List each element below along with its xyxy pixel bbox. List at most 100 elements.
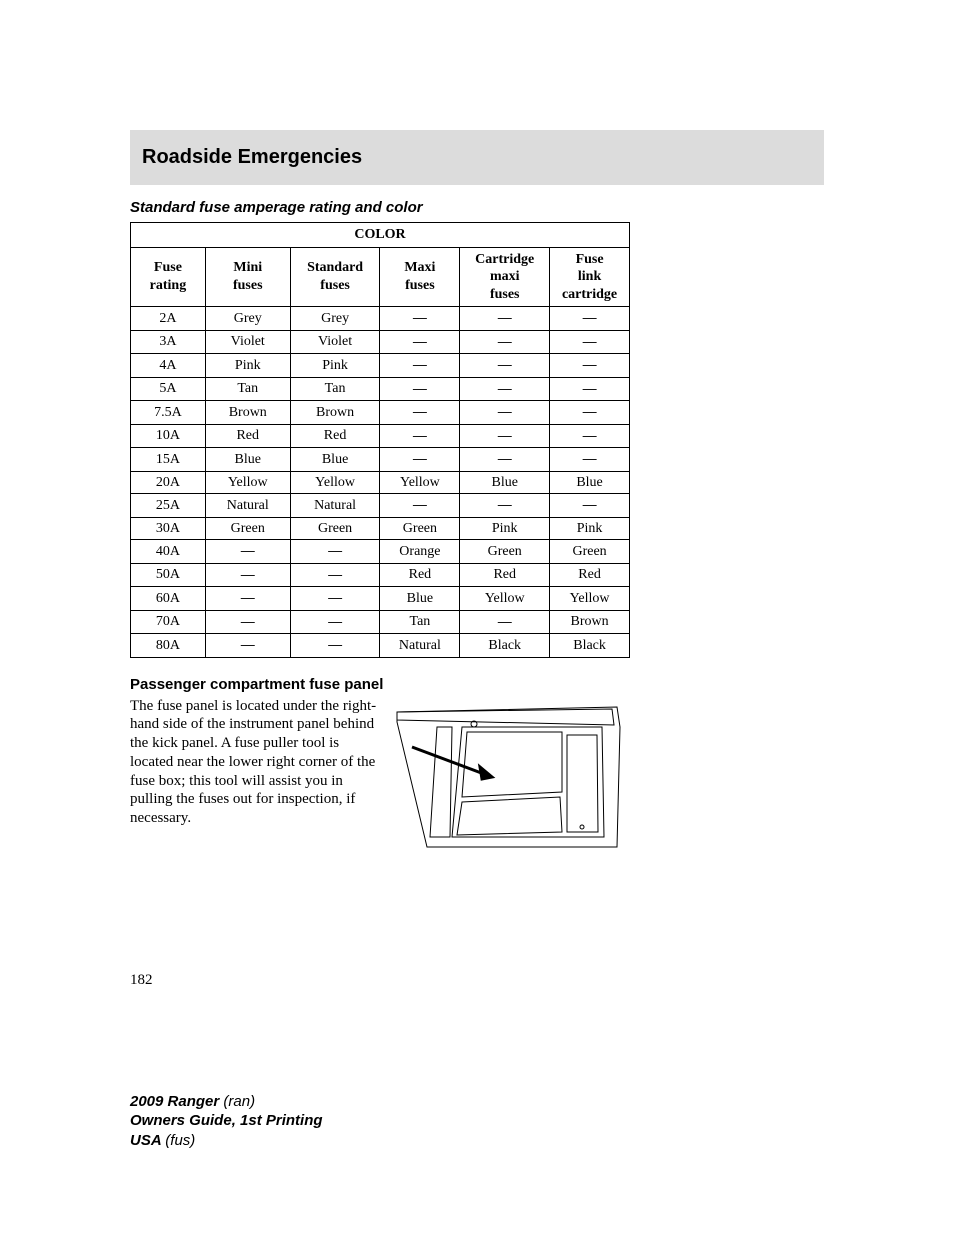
table-cell: — xyxy=(460,354,550,378)
table-row: 30AGreenGreenGreenPinkPink xyxy=(131,517,630,540)
table-cell: — xyxy=(380,401,460,425)
table-title-cell: COLOR xyxy=(131,223,630,248)
table-row: 4APinkPink——— xyxy=(131,354,630,378)
table-cell: Brown xyxy=(550,610,630,634)
table-cell: — xyxy=(205,634,290,658)
table-cell: Tan xyxy=(290,377,380,401)
table-cell: Orange xyxy=(380,540,460,564)
table-row: 50A——RedRedRed xyxy=(131,563,630,587)
table-cell: Brown xyxy=(205,401,290,425)
column-header: Maxifuses xyxy=(380,247,460,307)
table-cell: Yellow xyxy=(205,471,290,494)
table-cell: — xyxy=(205,610,290,634)
table-cell: — xyxy=(550,448,630,472)
table-cell: Brown xyxy=(290,401,380,425)
table-cell: Violet xyxy=(290,330,380,354)
table-cell: Tan xyxy=(380,610,460,634)
table-cell: 30A xyxy=(131,517,206,540)
table-cell: Black xyxy=(460,634,550,658)
table-heading: Standard fuse amperage rating and color xyxy=(130,199,824,216)
section2-body: The fuse panel is located under the righ… xyxy=(130,697,380,828)
table-cell: 4A xyxy=(131,354,206,378)
table-cell: — xyxy=(380,307,460,331)
table-cell: — xyxy=(380,494,460,518)
section-header: Roadside Emergencies xyxy=(130,130,824,185)
table-cell: Red xyxy=(380,563,460,587)
table-cell: — xyxy=(290,610,380,634)
table-cell: Pink xyxy=(205,354,290,378)
table-cell: Pink xyxy=(290,354,380,378)
table-cell: Violet xyxy=(205,330,290,354)
footer: 2009 Ranger (ran) Owners Guide, 1st Prin… xyxy=(130,1092,323,1151)
table-cell: Blue xyxy=(290,448,380,472)
column-header: Cartridgemaxifuses xyxy=(460,247,550,307)
table-cell: 2A xyxy=(131,307,206,331)
table-cell: 80A xyxy=(131,634,206,658)
table-cell: Yellow xyxy=(550,587,630,611)
table-cell: — xyxy=(205,563,290,587)
table-cell: Grey xyxy=(290,307,380,331)
table-cell: 7.5A xyxy=(131,401,206,425)
table-cell: Red xyxy=(550,563,630,587)
table-cell: 15A xyxy=(131,448,206,472)
table-row: 20AYellowYellowYellowBlueBlue xyxy=(131,471,630,494)
footer-model: 2009 Ranger xyxy=(130,1093,223,1110)
table-cell: Pink xyxy=(550,517,630,540)
table-cell: Blue xyxy=(205,448,290,472)
column-header: Fuserating xyxy=(131,247,206,307)
table-cell: — xyxy=(205,587,290,611)
table-row: 80A——NaturalBlackBlack xyxy=(131,634,630,658)
table-cell: — xyxy=(380,448,460,472)
table-cell: Natural xyxy=(380,634,460,658)
column-header: Fuselinkcartridge xyxy=(550,247,630,307)
table-cell: Green xyxy=(460,540,550,564)
table-cell: — xyxy=(460,448,550,472)
table-cell: Red xyxy=(205,424,290,448)
table-cell: Green xyxy=(380,517,460,540)
table-cell: — xyxy=(550,494,630,518)
table-row: 7.5ABrownBrown——— xyxy=(131,401,630,425)
table-cell: Yellow xyxy=(290,471,380,494)
table-cell: 20A xyxy=(131,471,206,494)
table-cell: 60A xyxy=(131,587,206,611)
table-cell: Yellow xyxy=(460,587,550,611)
table-cell: Green xyxy=(550,540,630,564)
table-row: 70A——Tan—Brown xyxy=(131,610,630,634)
table-cell: — xyxy=(460,401,550,425)
footer-guide: Owners Guide, 1st Printing xyxy=(130,1111,323,1131)
table-row: 2AGreyGrey——— xyxy=(131,307,630,331)
table-cell: — xyxy=(550,330,630,354)
table-row: 15ABlueBlue——— xyxy=(131,448,630,472)
table-cell: — xyxy=(290,634,380,658)
column-header: Standardfuses xyxy=(290,247,380,307)
table-cell: — xyxy=(550,307,630,331)
table-row: 40A——OrangeGreenGreen xyxy=(131,540,630,564)
footer-region: USA xyxy=(130,1132,165,1149)
table-cell: — xyxy=(550,377,630,401)
table-cell: — xyxy=(550,424,630,448)
table-cell: Blue xyxy=(550,471,630,494)
table-row: 60A——BlueYellowYellow xyxy=(131,587,630,611)
table-cell: Pink xyxy=(460,517,550,540)
table-cell: — xyxy=(380,330,460,354)
table-cell: — xyxy=(380,354,460,378)
table-cell: Yellow xyxy=(380,471,460,494)
table-cell: — xyxy=(290,540,380,564)
table-cell: Blue xyxy=(460,471,550,494)
page-number: 182 xyxy=(130,972,824,989)
table-cell: 25A xyxy=(131,494,206,518)
table-cell: — xyxy=(380,424,460,448)
table-cell: — xyxy=(460,307,550,331)
table-cell: — xyxy=(460,330,550,354)
fuse-panel-diagram xyxy=(392,697,824,862)
table-cell: — xyxy=(290,563,380,587)
table-cell: Green xyxy=(205,517,290,540)
table-cell: — xyxy=(205,540,290,564)
table-cell: — xyxy=(550,401,630,425)
table-cell: 40A xyxy=(131,540,206,564)
table-cell: — xyxy=(290,587,380,611)
table-cell: 3A xyxy=(131,330,206,354)
table-row: 5ATanTan——— xyxy=(131,377,630,401)
table-cell: Black xyxy=(550,634,630,658)
table-cell: Tan xyxy=(205,377,290,401)
